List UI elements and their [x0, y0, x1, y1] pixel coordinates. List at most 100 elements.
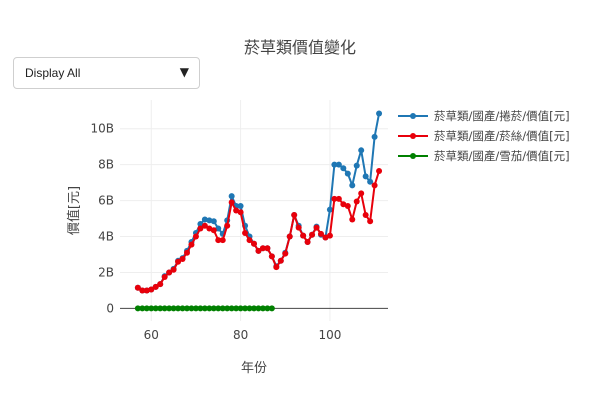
data-point — [170, 266, 177, 273]
y-tick-label: 0 — [106, 301, 114, 315]
data-point — [201, 222, 208, 229]
data-point — [188, 241, 195, 248]
data-point — [152, 305, 159, 312]
data-point — [184, 305, 190, 312]
legend-label: 菸草類/國產/菸絲/價值[元] — [434, 129, 570, 143]
legend-swatch-marker[interactable] — [410, 113, 416, 119]
data-point — [349, 216, 356, 223]
data-point — [255, 305, 262, 312]
y-tick-label: 6B — [98, 194, 114, 208]
data-point — [210, 218, 217, 225]
data-point — [291, 211, 298, 218]
data-point — [148, 286, 155, 293]
data-point — [335, 161, 342, 168]
data-point — [268, 253, 275, 260]
legend-swatch-marker[interactable] — [410, 153, 416, 159]
chevron-down-icon: ▼ — [179, 65, 189, 79]
data-point — [344, 170, 351, 177]
data-point — [166, 305, 173, 312]
data-point — [237, 305, 244, 312]
data-point — [228, 199, 235, 206]
data-point — [331, 195, 338, 202]
legend-swatch-marker[interactable] — [410, 133, 416, 139]
data-point — [237, 209, 244, 216]
data-point — [134, 284, 141, 291]
data-point — [233, 305, 240, 312]
data-point — [367, 178, 374, 185]
data-point — [210, 227, 217, 234]
data-point — [166, 269, 173, 276]
data-point — [318, 230, 324, 237]
data-point — [228, 193, 235, 200]
data-point — [161, 273, 168, 280]
chart-title: 菸草類價值變化 — [243, 38, 356, 57]
data-point — [362, 173, 369, 180]
x-tick-label: 100 — [318, 328, 341, 342]
data-point — [175, 305, 182, 312]
data-point — [326, 206, 333, 213]
x-tick-label: 80 — [233, 328, 248, 342]
data-point — [282, 250, 289, 257]
legend-label: 菸草類/國產/雪茄/價值[元] — [434, 149, 570, 163]
data-point — [362, 211, 369, 218]
x-axis-title: 年份 — [241, 361, 267, 376]
data-point — [206, 217, 213, 224]
data-point — [175, 258, 182, 265]
data-point — [371, 182, 378, 189]
data-point — [219, 305, 226, 312]
data-point — [335, 195, 342, 202]
data-point — [251, 240, 257, 247]
data-point — [157, 281, 164, 288]
data-point — [210, 305, 217, 312]
data-point — [259, 305, 266, 312]
data-point — [134, 305, 141, 312]
data-point — [201, 305, 208, 312]
y-tick-label: 8B — [98, 158, 114, 172]
data-point — [201, 216, 208, 223]
data-point — [192, 233, 199, 240]
data-point — [179, 305, 186, 312]
data-point — [215, 305, 222, 312]
data-point — [148, 305, 155, 312]
data-point — [353, 198, 360, 205]
data-point — [139, 287, 146, 294]
data-point — [188, 305, 195, 312]
data-point — [367, 218, 374, 225]
data-point — [179, 256, 186, 263]
data-point — [215, 237, 222, 244]
data-point — [331, 161, 338, 168]
data-point — [157, 305, 164, 312]
data-point — [161, 305, 168, 312]
data-point — [143, 305, 150, 312]
data-point — [224, 222, 231, 229]
data-point — [197, 305, 204, 312]
data-point — [304, 238, 311, 245]
data-point — [170, 305, 177, 312]
data-point — [277, 257, 284, 264]
data-point — [242, 305, 249, 312]
data-point — [326, 232, 333, 239]
data-point — [228, 305, 235, 312]
data-point — [300, 232, 307, 239]
data-point — [184, 249, 190, 256]
y-tick-label: 2B — [98, 265, 114, 279]
x-tick-label: 60 — [144, 328, 159, 342]
y-tick-label: 10B — [90, 122, 114, 136]
data-point — [192, 305, 199, 312]
data-point — [139, 305, 146, 312]
series-filter-dropdown[interactable]: Display All ▼ — [13, 57, 200, 89]
data-point — [340, 165, 347, 172]
data-point — [309, 231, 316, 238]
data-point — [313, 224, 320, 231]
data-point — [143, 287, 150, 294]
data-point — [206, 305, 213, 312]
data-point — [358, 190, 365, 197]
data-point — [219, 237, 226, 244]
data-point — [358, 147, 365, 154]
data-point — [197, 225, 204, 232]
dropdown-selected-label: Display All — [25, 66, 81, 80]
data-point — [376, 110, 383, 117]
y-axis-title: 價值[元] — [66, 186, 82, 235]
data-point — [237, 203, 244, 210]
data-point — [246, 237, 253, 244]
